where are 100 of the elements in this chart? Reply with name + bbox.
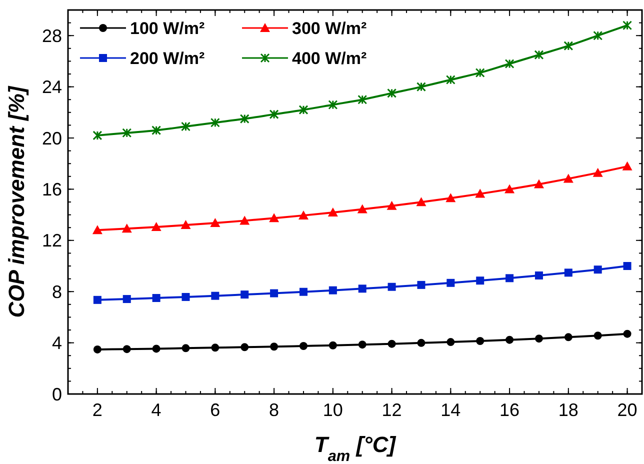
x-tick-label: 16 bbox=[500, 400, 520, 420]
y-tick-label: 0 bbox=[52, 384, 62, 404]
point bbox=[534, 271, 543, 280]
point bbox=[388, 282, 396, 291]
point bbox=[504, 59, 514, 69]
y-tick-label: 24 bbox=[42, 77, 62, 98]
point bbox=[476, 337, 484, 346]
point bbox=[298, 105, 308, 115]
point bbox=[122, 345, 131, 354]
point bbox=[564, 41, 574, 51]
point bbox=[417, 338, 426, 347]
x-axis-title: T$_{am}$ [°C] bbox=[314, 432, 396, 464]
y-tick-label: 12 bbox=[42, 230, 62, 251]
point bbox=[122, 295, 131, 304]
point bbox=[122, 128, 132, 138]
point bbox=[534, 179, 544, 188]
point bbox=[269, 213, 280, 222]
point bbox=[623, 330, 632, 338]
point bbox=[476, 276, 484, 285]
legend-label: 300 W/m² bbox=[292, 18, 367, 38]
point bbox=[180, 220, 191, 230]
point bbox=[269, 110, 279, 120]
point bbox=[446, 338, 455, 346]
point bbox=[240, 290, 249, 299]
point bbox=[93, 345, 102, 354]
point bbox=[92, 130, 102, 140]
legend-label: 200 W/m² bbox=[130, 48, 205, 68]
point bbox=[564, 333, 572, 342]
point bbox=[388, 340, 396, 348]
point bbox=[152, 344, 160, 353]
y-tick-label: 8 bbox=[52, 282, 62, 302]
point bbox=[328, 341, 337, 350]
point bbox=[593, 30, 603, 40]
point bbox=[506, 274, 514, 282]
point bbox=[475, 68, 485, 78]
x-tick-label: 14 bbox=[440, 400, 461, 420]
legend-label: 100 W/m² bbox=[130, 18, 205, 38]
point bbox=[151, 222, 162, 231]
point bbox=[210, 118, 220, 128]
point bbox=[328, 286, 337, 294]
point bbox=[417, 280, 426, 289]
y-tick-label: 4 bbox=[52, 333, 62, 354]
x-tick-label: 4 bbox=[151, 400, 162, 420]
y-axis-title: COP improvement [%] bbox=[4, 86, 29, 318]
x-tick-label: 6 bbox=[210, 400, 220, 420]
point bbox=[270, 342, 278, 351]
x-tick-label: 20 bbox=[617, 400, 638, 420]
point bbox=[416, 82, 426, 92]
point bbox=[240, 343, 249, 352]
point bbox=[504, 184, 515, 194]
point bbox=[416, 197, 426, 206]
point bbox=[358, 94, 368, 104]
x-tick-label: 2 bbox=[92, 400, 102, 420]
point bbox=[240, 114, 250, 124]
point bbox=[534, 50, 544, 60]
point bbox=[182, 292, 190, 301]
x-tick-label: 10 bbox=[322, 400, 343, 420]
x-tick-label: 12 bbox=[382, 400, 402, 420]
point bbox=[623, 262, 632, 270]
point bbox=[92, 225, 102, 234]
point bbox=[270, 289, 278, 298]
point bbox=[328, 100, 338, 110]
point bbox=[240, 216, 250, 225]
point bbox=[387, 88, 397, 98]
point bbox=[93, 296, 102, 304]
point bbox=[357, 204, 368, 214]
y-tick-label: 20 bbox=[42, 128, 62, 148]
point bbox=[211, 344, 220, 352]
point bbox=[328, 207, 338, 216]
point bbox=[592, 168, 603, 177]
point bbox=[358, 340, 366, 349]
point bbox=[152, 126, 162, 136]
point bbox=[594, 266, 602, 274]
point bbox=[358, 284, 366, 293]
y-tick-label: 28 bbox=[42, 26, 62, 46]
point bbox=[180, 122, 190, 132]
point bbox=[622, 161, 632, 170]
point bbox=[299, 342, 308, 350]
point bbox=[594, 332, 602, 340]
x-tick-label: 8 bbox=[269, 400, 280, 420]
point bbox=[563, 174, 574, 183]
point bbox=[564, 268, 572, 277]
point bbox=[446, 278, 455, 287]
point bbox=[298, 210, 308, 220]
x-tick-label: 18 bbox=[558, 400, 578, 420]
point bbox=[446, 75, 456, 85]
point bbox=[475, 188, 486, 198]
point bbox=[152, 294, 160, 302]
point bbox=[446, 193, 456, 202]
point bbox=[211, 292, 220, 300]
legend-label: 400 W/m² bbox=[292, 48, 367, 68]
point bbox=[622, 20, 632, 30]
point bbox=[534, 334, 543, 343]
point bbox=[506, 336, 514, 344]
point bbox=[182, 344, 190, 352]
y-tick-label: 16 bbox=[42, 180, 62, 200]
point bbox=[386, 200, 397, 210]
point bbox=[299, 288, 308, 296]
point bbox=[122, 224, 132, 233]
point bbox=[210, 218, 220, 227]
